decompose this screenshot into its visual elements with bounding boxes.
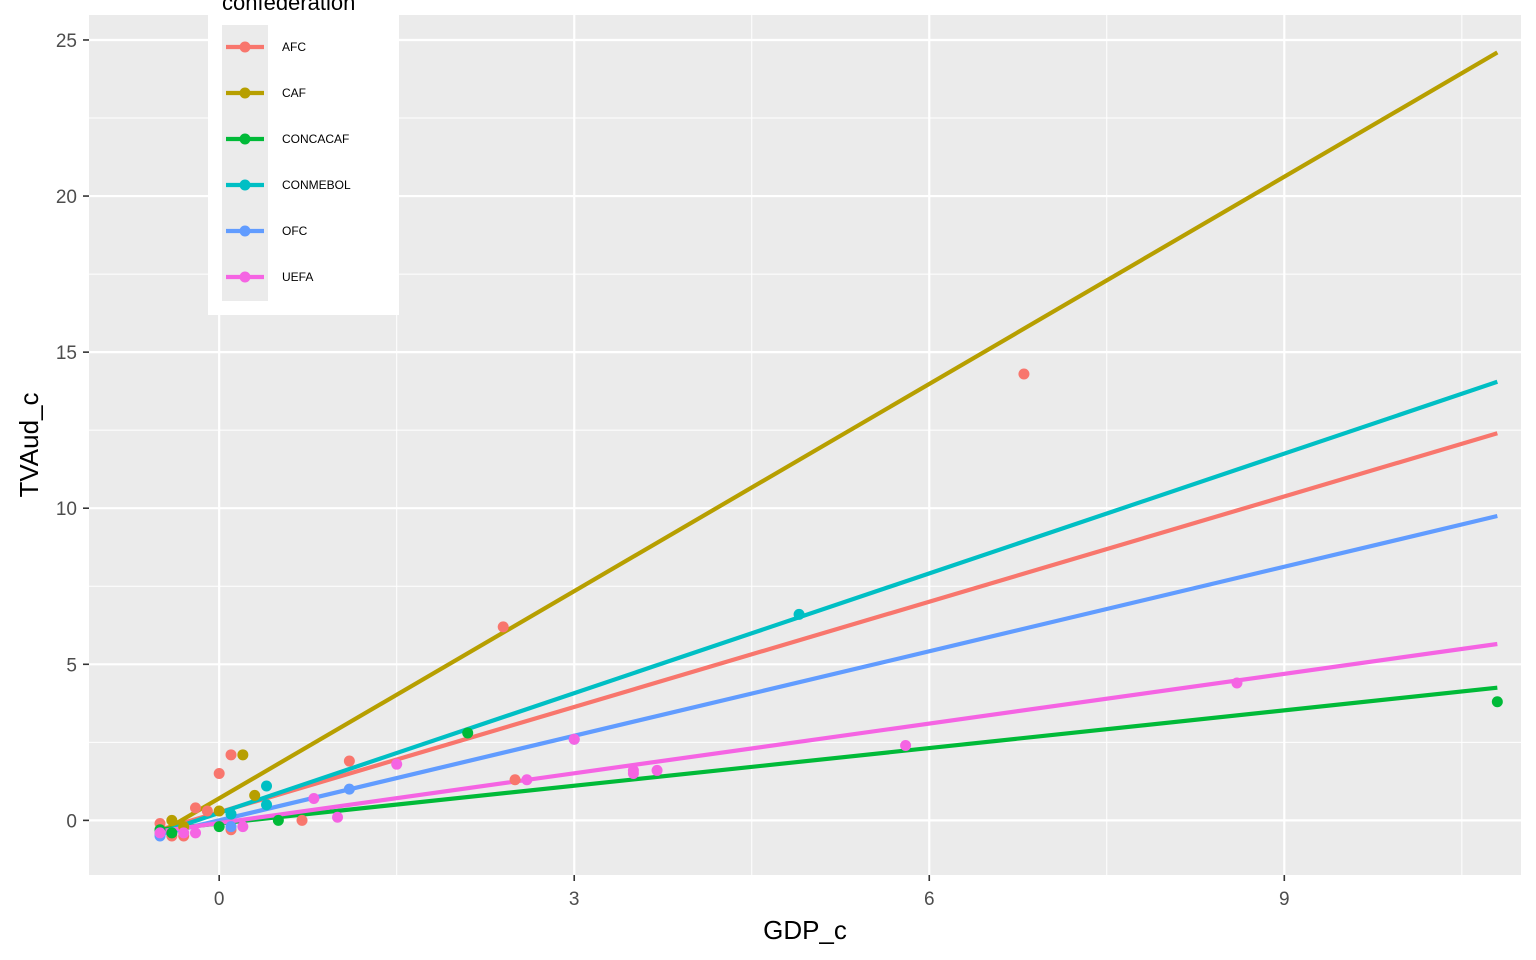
point-afc [343,755,355,767]
point-afc [509,774,521,786]
point-caf [166,814,178,826]
point-afc [225,749,237,761]
point-uefa [568,733,580,745]
point-afc [201,805,213,817]
y-axis-title: TVAud_c [14,392,44,497]
y-tick-label: 20 [56,187,77,208]
point-uefa [332,811,344,823]
x-tick-label: 3 [569,889,580,910]
legend-label-concacaf: CONCACAF [282,132,349,146]
point-afc [213,768,225,780]
legend-key-point [239,225,251,237]
y-axis: 0 5 10 15 20 25 [56,31,89,832]
point-afc [497,621,509,633]
point-uefa [237,821,249,833]
point-uefa [391,758,403,770]
point-afc [296,814,308,826]
point-afc [1018,368,1030,380]
point-concacaf [166,827,178,839]
legend-label-ofc: OFC [282,224,308,238]
legend-items: AFC CAF CONCACAF CONMEBOL OFC UEFA [222,25,351,301]
point-uefa [178,827,190,839]
data-points [154,368,1503,842]
y-tick-label: 5 [66,655,77,676]
point-caf [237,749,249,761]
legend: confederation AFC CAF CONCACAF CONMEBOL OFC U… [208,0,399,315]
point-concacaf [462,727,474,739]
fit-line-concacaf [159,685,1498,832]
legend-label-caf: CAF [282,86,306,100]
x-tick-label: 0 [214,889,225,910]
y-tick-label: 0 [66,811,77,832]
fit-line-ofc [159,513,1498,837]
x-tick-label: 6 [924,889,935,910]
legend-key-point [239,133,251,145]
point-uefa [308,793,320,805]
legend-label-uefa: UEFA [282,270,313,284]
point-ofc [225,821,237,833]
fit-line-afc [159,431,1498,832]
legend-key-point [239,271,251,283]
point-conmebol [793,608,805,620]
y-tick-label: 25 [56,31,77,52]
fit-line-caf [158,50,1499,835]
point-uefa [521,774,533,786]
point-concacaf [213,821,225,833]
point-conmebol [225,808,237,820]
point-concacaf [272,814,284,826]
y-tick-label: 15 [56,343,77,364]
fit-line-conmebol [159,379,1499,835]
x-axis: 0 3 6 9 [214,875,1290,910]
point-conmebol [261,799,273,811]
point-ofc [343,783,355,795]
point-uefa [900,739,912,751]
x-axis-title: GDP_c [763,915,847,945]
point-concacaf [1491,696,1503,708]
legend-title: confederation [222,0,355,15]
point-caf [213,805,225,817]
point-uefa [154,827,166,839]
legend-label-conmebol: CONMEBOL [282,178,351,192]
x-tick-label: 9 [1279,889,1290,910]
point-afc [190,802,202,814]
point-uefa [1231,677,1243,689]
point-caf [249,789,261,801]
point-conmebol [261,780,273,792]
y-tick-label: 10 [56,499,77,520]
point-uefa [627,764,639,776]
fit-line-uefa [159,641,1498,834]
point-uefa [651,764,663,776]
legend-label-afc: AFC [282,40,306,54]
legend-key-point [239,41,251,53]
legend-key-point [239,87,251,99]
point-uefa [190,827,202,839]
regression-lines [158,50,1499,837]
legend-key-point [239,179,251,191]
